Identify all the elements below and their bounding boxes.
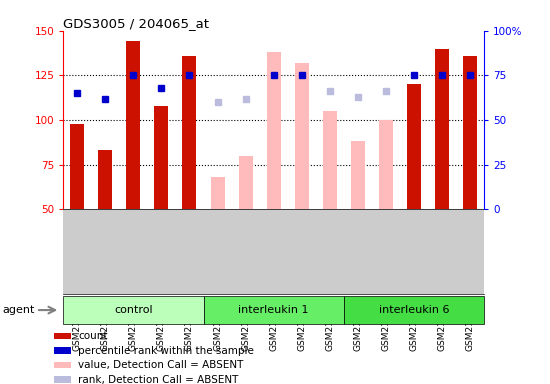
Bar: [379, 120, 393, 209]
Text: interleukin 1: interleukin 1: [238, 305, 309, 315]
Bar: [70, 124, 84, 209]
Bar: [54, 362, 70, 368]
Bar: [204, 296, 344, 324]
Bar: [295, 63, 309, 209]
Bar: [351, 141, 365, 209]
Text: rank, Detection Call = ABSENT: rank, Detection Call = ABSENT: [78, 374, 238, 384]
Bar: [344, 296, 484, 324]
Text: percentile rank within the sample: percentile rank within the sample: [78, 346, 254, 356]
Bar: [211, 177, 224, 209]
Bar: [98, 151, 112, 209]
Text: GDS3005 / 204065_at: GDS3005 / 204065_at: [63, 17, 209, 30]
Bar: [155, 106, 168, 209]
Bar: [63, 296, 204, 324]
Bar: [463, 56, 477, 209]
Bar: [323, 111, 337, 209]
Text: interleukin 6: interleukin 6: [378, 305, 449, 315]
Text: agent: agent: [3, 305, 35, 315]
Bar: [54, 376, 70, 383]
Bar: [126, 41, 140, 209]
Bar: [239, 156, 252, 209]
Bar: [435, 49, 449, 209]
Text: value, Detection Call = ABSENT: value, Detection Call = ABSENT: [78, 360, 243, 370]
Bar: [183, 56, 196, 209]
Text: control: control: [114, 305, 153, 315]
Bar: [267, 52, 280, 209]
Bar: [54, 333, 70, 339]
Bar: [407, 84, 421, 209]
Text: count: count: [78, 331, 107, 341]
Bar: [54, 347, 70, 354]
